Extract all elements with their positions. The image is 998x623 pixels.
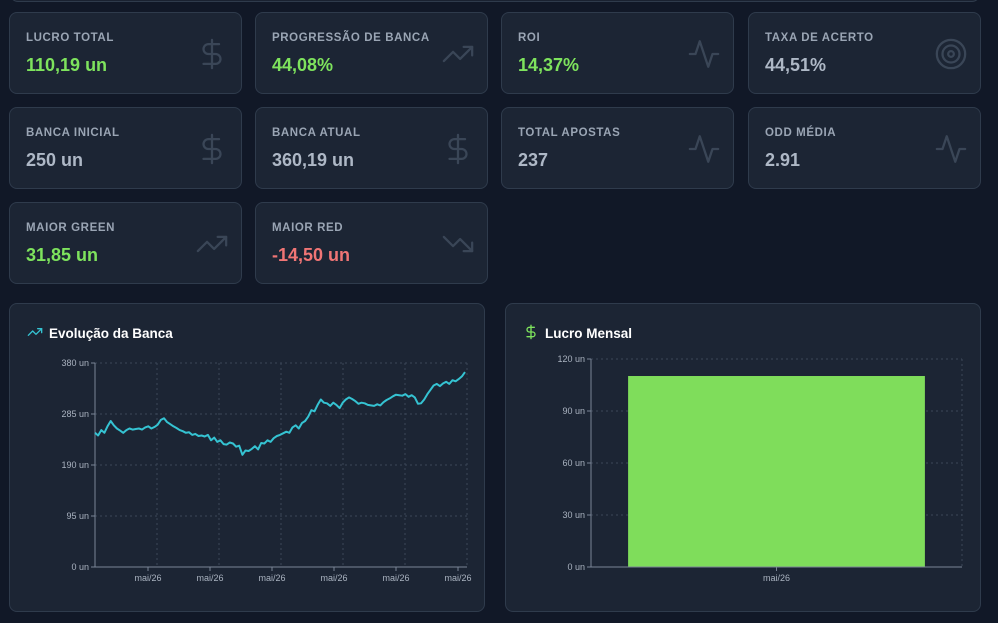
- dollar-icon: [523, 324, 539, 343]
- stat-card-maior-red: MAIOR RED -14,50 un: [255, 202, 488, 284]
- x-tick-label: mai/26: [196, 573, 223, 583]
- stat-value: 2.91: [765, 150, 801, 170]
- evolution-panel: Evolução da Banca 0 un 95 un 190 un 285 un 3…: [9, 303, 485, 612]
- dollar-icon: [195, 132, 229, 166]
- stat-card-odd-m-dia: ODD MÉDIA 2.91: [748, 107, 981, 189]
- stat-label: ROI: [518, 32, 541, 44]
- evolution-title: Evolução da Banca: [27, 324, 173, 343]
- stat-card-progress-o-de-banca: PROGRESSÃO DE BANCA 44,08%: [255, 12, 488, 94]
- x-tick-label: mai/26: [763, 573, 790, 583]
- x-tick-label: mai/26: [382, 573, 409, 583]
- stat-value: 44,08%: [272, 55, 334, 75]
- stat-label: BANCA INICIAL: [26, 127, 120, 139]
- monthly-profit-title-text: Lucro Mensal: [545, 326, 633, 341]
- trending-up-icon: [441, 37, 475, 71]
- activity-icon: [687, 37, 721, 71]
- monthly-profit-panel: Lucro Mensal 0 un 30 un 60 un 90 un 120 un ma…: [505, 303, 981, 612]
- stat-value: -14,50 un: [272, 245, 351, 265]
- stat-value: 14,37%: [518, 55, 580, 75]
- y-tick-label: 0 un: [71, 562, 89, 572]
- evolution-title-text: Evolução da Banca: [49, 326, 173, 341]
- stat-card-banca-atual: BANCA ATUAL 360,19 un: [255, 107, 488, 189]
- x-tick-label: mai/26: [320, 573, 347, 583]
- y-tick-label: 120 un: [557, 354, 585, 364]
- stat-card-taxa-de-acerto: TAXA DE ACERTO 44,51%: [748, 12, 981, 94]
- stat-value: 360,19 un: [272, 150, 355, 170]
- stat-label: TOTAL APOSTAS: [518, 127, 621, 139]
- stat-value: 31,85 un: [26, 245, 99, 265]
- y-tick-label: 90 un: [562, 406, 585, 416]
- stat-card-banca-inicial: BANCA INICIAL 250 un: [9, 107, 242, 189]
- stat-label: BANCA ATUAL: [272, 127, 361, 139]
- stat-label: TAXA DE ACERTO: [765, 32, 874, 44]
- top-panel-edge: [10, 0, 980, 2]
- trending-up-icon: [27, 324, 43, 343]
- target-icon: [934, 37, 968, 71]
- bank-evolution-series-line: [94, 371, 466, 456]
- y-tick-label: 30 un: [562, 510, 585, 520]
- evolution-line-chart: 0 un 95 un 190 un 285 un 380 un mai/26 mai/26 m…: [61, 358, 471, 583]
- dollar-icon: [441, 132, 475, 166]
- y-tick-label: 190 un: [61, 460, 89, 470]
- stat-label: LUCRO TOTAL: [26, 32, 114, 44]
- stat-label: MAIOR GREEN: [26, 222, 116, 234]
- activity-icon: [934, 132, 968, 166]
- stat-value: 44,51%: [765, 55, 827, 75]
- stat-card-maior-green: MAIOR GREEN 31,85 un: [9, 202, 242, 284]
- stat-value: 250 un: [26, 150, 84, 170]
- stat-label: MAIOR RED: [272, 222, 344, 234]
- y-tick-label: 60 un: [562, 458, 585, 468]
- monthly-profit-bar[interactable]: [628, 376, 925, 567]
- x-tick-label: mai/26: [444, 573, 471, 583]
- stat-value: 110,19 un: [26, 55, 108, 75]
- stat-label: PROGRESSÃO DE BANCA: [272, 32, 430, 44]
- y-tick-label: 0 un: [567, 562, 585, 572]
- x-tick-label: mai/26: [134, 573, 161, 583]
- monthly-profit-title: Lucro Mensal: [523, 324, 632, 343]
- activity-icon: [687, 132, 721, 166]
- dollar-icon: [195, 37, 229, 71]
- monthly-profit-bar-chart: 0 un 30 un 60 un 90 un 120 un mai/26: [557, 354, 963, 583]
- stat-value: 237: [518, 150, 549, 170]
- y-tick-label: 380 un: [61, 358, 89, 368]
- y-tick-label: 95 un: [66, 511, 89, 521]
- trending-down-icon: [441, 227, 475, 261]
- trending-up-icon: [195, 227, 229, 261]
- stat-card-lucro-total: LUCRO TOTAL 110,19 un: [9, 12, 242, 94]
- y-tick-label: 285 un: [61, 409, 89, 419]
- stat-card-roi: ROI 14,37%: [501, 12, 734, 94]
- stat-card-total-apostas: TOTAL APOSTAS 237: [501, 107, 734, 189]
- x-tick-label: mai/26: [258, 573, 285, 583]
- stat-label: ODD MÉDIA: [765, 127, 837, 139]
